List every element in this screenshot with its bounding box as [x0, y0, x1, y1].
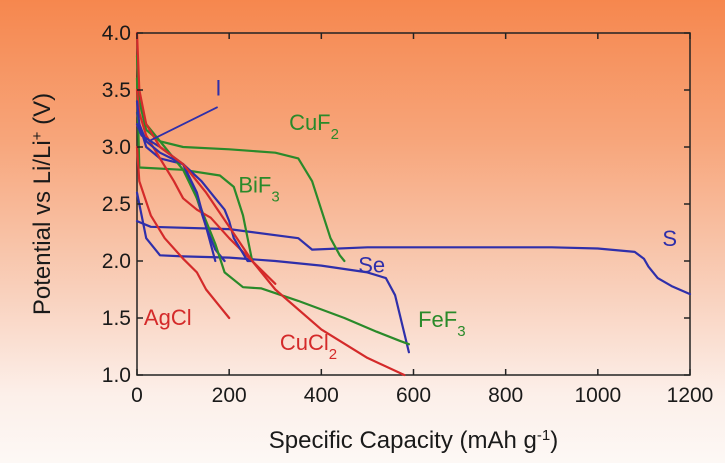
series-label-agcl: AgCl — [144, 305, 192, 330]
y-tick-label: 4.0 — [102, 22, 131, 45]
x-tick-label: 600 — [396, 384, 431, 407]
series-label-se: Se — [358, 252, 385, 277]
series-line-fef3 — [135, 77, 410, 346]
x-tick-label: 200 — [212, 384, 247, 407]
series-line-se — [135, 191, 410, 354]
series-label-bif: BiF3 — [238, 173, 279, 206]
series-label-fef: FeF3 — [418, 307, 465, 340]
series-line-unlabeled-8 — [135, 123, 254, 263]
series-line-cucl2 — [135, 88, 406, 377]
x-tick-label: 1000 — [574, 384, 621, 407]
y-tick-label: 1.5 — [102, 307, 131, 330]
series-label-i: I — [215, 76, 221, 101]
y-tick-label: 3.0 — [102, 136, 131, 159]
y-tick-label: 1.0 — [102, 364, 131, 387]
series-line-unlabeled-10 — [135, 31, 277, 285]
x-tick-label: 400 — [304, 384, 339, 407]
y-tick-label: 3.5 — [102, 79, 131, 102]
series-line-i — [135, 111, 226, 263]
x-tick-label: 1200 — [667, 384, 714, 407]
series-label-cuf: CuF2 — [289, 110, 339, 143]
x-axis-title: Specific Capacity (mAh g-1) — [269, 427, 558, 455]
series-label-s: S — [662, 226, 677, 251]
series-line-agcl — [135, 145, 231, 320]
x-tick-label: 800 — [488, 384, 523, 407]
series-label-cucl: CuCl2 — [280, 330, 337, 363]
y-tick-label: 2.5 — [102, 193, 131, 216]
series-line-cuf2 — [135, 54, 346, 263]
series-line-unlabeled-9 — [135, 100, 217, 263]
label-pointer-line — [148, 106, 219, 143]
y-axis-title: Potential vs Li/Li+ (V) — [29, 93, 57, 315]
x-tick-label: 0 — [131, 384, 143, 407]
series-line-bif3 — [135, 77, 254, 263]
y-tick-label: 2.0 — [102, 250, 131, 273]
series-line-s — [135, 220, 692, 296]
